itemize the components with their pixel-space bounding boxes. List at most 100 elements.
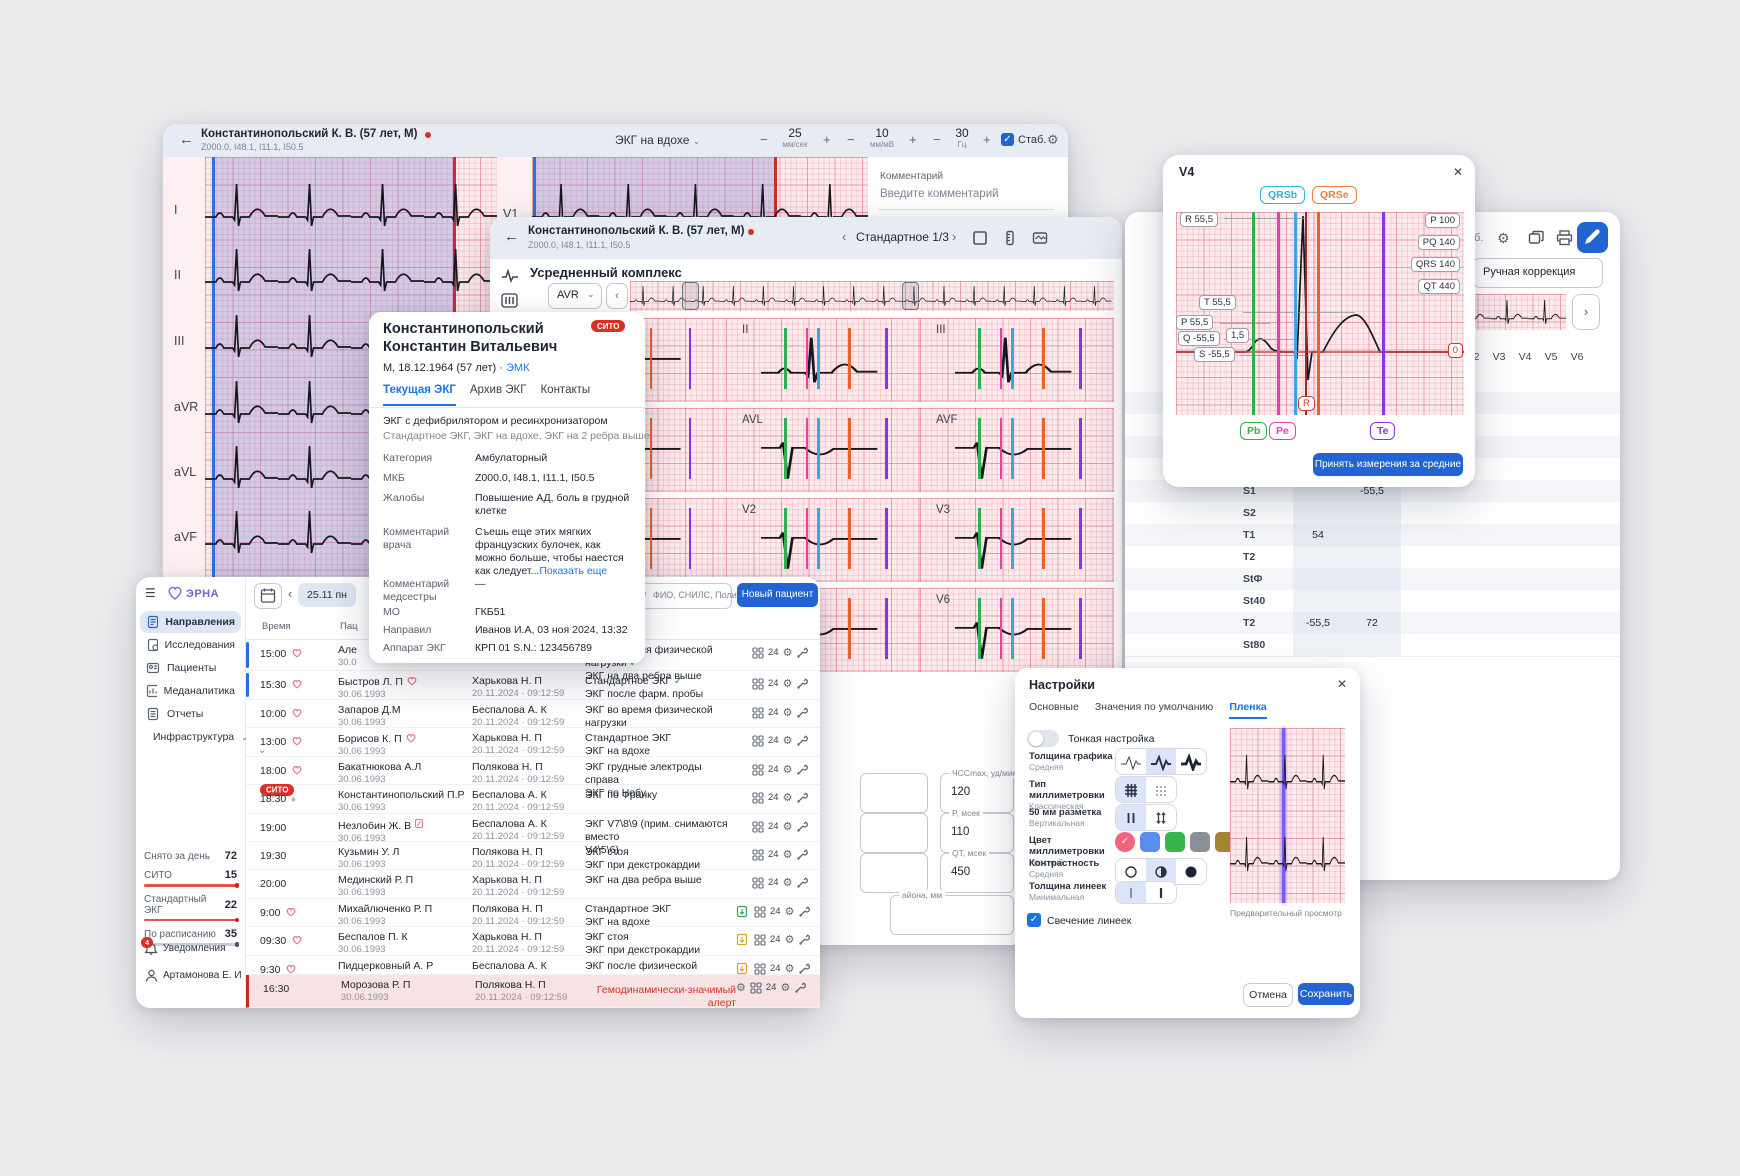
manual-correction-field[interactable]: Ручная коррекция: [1473, 258, 1603, 288]
color-swatch-3[interactable]: [1165, 832, 1185, 852]
schedule-row[interactable]: 9:30 Пидцерковный А. Р Беспалова А. К ЭКГ …: [246, 956, 820, 985]
print-icon[interactable]: [1556, 230, 1573, 246]
r-marker-chip[interactable]: R: [1298, 396, 1315, 411]
qrse-line[interactable]: [1317, 212, 1320, 415]
zero-badge[interactable]: 0: [1447, 343, 1463, 358]
gain-plus-button[interactable]: +: [909, 132, 917, 147]
schedule-row[interactable]: 19:00 Незлобин Ж. В 30.06.1993 Беспалова А…: [246, 814, 820, 856]
notifications-item[interactable]: 4 Уведомления: [141, 937, 240, 960]
p-dur-badge[interactable]: P 100: [1425, 213, 1460, 228]
table-row[interactable]: T2 -55,5 72: [1125, 612, 1620, 635]
cell-actions[interactable]: 24 ⚙: [736, 704, 820, 719]
qrs-dur-badge[interactable]: QRS 140: [1410, 257, 1460, 272]
avg-cell[interactable]: AVF: [920, 408, 1114, 492]
pe-marker-button[interactable]: Pe: [1269, 422, 1296, 440]
stab-checkbox[interactable]: ✓: [1001, 133, 1014, 146]
grid-color-control[interactable]: ✓: [1115, 832, 1235, 852]
fine-tune-toggle[interactable]: [1027, 730, 1059, 747]
field-clipped[interactable]: [860, 853, 928, 893]
cancel-button[interactable]: Отмена: [1243, 983, 1293, 1007]
default-value-field[interactable]: QT, мсек 450: [940, 848, 1014, 893]
cell-actions[interactable]: 24 ⚙: [736, 789, 820, 804]
cell-actions[interactable]: 24 ⚙: [736, 675, 820, 690]
accept-measurements-button[interactable]: Принять измерения за средние: [1313, 453, 1463, 476]
schedule-row[interactable]: 18:00 СИТО Бакатнюкова А.Л 30.06.1993 Поляк…: [246, 757, 820, 799]
user-item[interactable]: Артамонова Е. И: [144, 967, 242, 987]
back-icon[interactable]: ←: [504, 228, 519, 245]
card-tab-1[interactable]: Текущая ЭКГ: [383, 384, 456, 406]
calendar-button[interactable]: [254, 583, 282, 609]
avg-cell[interactable]: V6: [920, 588, 1114, 672]
collapse-icon[interactable]: ⌄: [258, 745, 267, 756]
search-input[interactable]: ⚙ ФИО, СНИЛС, Полис: [630, 583, 741, 609]
settings-tab-3[interactable]: Пленка: [1229, 701, 1267, 719]
table-row[interactable]: T1 54: [1125, 524, 1620, 547]
back-icon[interactable]: ←: [179, 131, 194, 148]
sidebar-item-2[interactable]: Исследования: [140, 634, 241, 656]
cell-actions[interactable]: 24 ⚙: [736, 846, 820, 861]
v4-grid[interactable]: R 55,5 T 55,5 P 55,5 1,5 Q -55,5 S -55,5…: [1176, 212, 1464, 415]
histogram-tool-icon[interactable]: [501, 293, 519, 309]
strip-prev-button[interactable]: ‹: [606, 283, 628, 309]
schedule-row[interactable]: 13:00 Борисов К. П 30.06.1993 Харькова Н.…: [246, 728, 820, 757]
color-swatch-4[interactable]: [1190, 832, 1210, 852]
emr-link[interactable]: ЭМК: [506, 362, 530, 374]
schedule-row[interactable]: 20:00 Мединский Р. П 30.06.1993 Харькова Н.…: [246, 870, 820, 899]
schedule-row[interactable]: 9:00 Михайлюченко Р. П 30.06.1993 Полякова…: [246, 899, 820, 928]
gain-minus-button[interactable]: −: [847, 132, 855, 147]
pe-line[interactable]: [1277, 212, 1280, 415]
close-icon[interactable]: ✕: [1337, 677, 1348, 691]
close-icon[interactable]: ✕: [1453, 165, 1464, 179]
pq-dur-badge[interactable]: PQ 140: [1417, 235, 1460, 250]
qrsb-button[interactable]: QRSb: [1260, 186, 1306, 204]
pb-marker-button[interactable]: Pb: [1240, 422, 1268, 440]
avg-cell[interactable]: II: [726, 318, 920, 402]
cell-actions[interactable]: 24 ⚙: [736, 732, 820, 747]
settings-tab-2[interactable]: Значения по умолчанию: [1094, 701, 1214, 713]
grid-type-control[interactable]: [1115, 776, 1177, 803]
freq-minus-button[interactable]: −: [933, 132, 941, 147]
default-value-field[interactable]: айона, мм: [890, 890, 1014, 935]
settings-tab-1[interactable]: Основные: [1029, 701, 1079, 713]
cell-actions[interactable]: ⚙ 24 ⚙: [736, 979, 820, 994]
cell-actions[interactable]: 24 ⚙: [736, 931, 820, 946]
p-amp-badge[interactable]: P 55,5: [1176, 315, 1214, 330]
schedule-row[interactable]: 09:30 Беспалов П. К 30.06.1993 Харькова Н.…: [246, 927, 820, 956]
export-image-icon[interactable]: [1032, 230, 1048, 246]
freq-plus-button[interactable]: +: [983, 132, 991, 147]
schedule-row[interactable]: 18:30 ● Константинопольский П.Р 30.06.1993…: [246, 785, 820, 814]
table-row[interactable]: T2: [1125, 546, 1620, 569]
lead-select[interactable]: AVR ⌄: [548, 283, 602, 309]
waveform-tool-icon[interactable]: [501, 269, 519, 283]
pager-prev-icon[interactable]: ‹: [842, 229, 847, 244]
te-line[interactable]: [1382, 212, 1385, 415]
schedule-row[interactable]: 15:30 Быстров Л. П 30.06.1993 Харькова Н.…: [246, 671, 820, 700]
field-clipped[interactable]: [860, 773, 928, 813]
ruler-icon[interactable]: [1002, 230, 1018, 246]
schedule-row[interactable]: 19:30 Кузьмин У. Л 30.06.1993 Полякова Н. П…: [246, 842, 820, 871]
table-row[interactable]: St80: [1125, 634, 1620, 657]
table-row[interactable]: StФ: [1125, 568, 1620, 591]
gear-icon[interactable]: ⚙: [1047, 132, 1059, 147]
t-amp-badge[interactable]: T 55,5: [1199, 295, 1236, 310]
contrast-control[interactable]: [1115, 858, 1207, 885]
avg-cell[interactable]: AVL: [726, 408, 920, 492]
save-button[interactable]: Сохранить: [1298, 983, 1354, 1005]
sidebar-item-5[interactable]: Отчеты: [140, 703, 241, 725]
cell-actions[interactable]: 24 ⚙: [736, 960, 820, 975]
avg-cell[interactable]: V3: [920, 498, 1114, 582]
qrsb-line[interactable]: [1294, 212, 1297, 415]
cell-actions[interactable]: 24 ⚙: [736, 903, 820, 918]
marking-50mm-control[interactable]: [1115, 804, 1177, 831]
date-prev-icon[interactable]: ‹: [288, 586, 293, 601]
q-amp-badge[interactable]: Q -55,5: [1178, 331, 1220, 346]
avg-cell[interactable]: III: [920, 318, 1114, 402]
default-value-field[interactable]: ЧССmax, уд/мин 120: [940, 768, 1021, 813]
frame-icon[interactable]: [972, 230, 988, 246]
selection-start-line[interactable]: [212, 157, 215, 580]
color-swatch-2[interactable]: [1140, 832, 1160, 852]
sidebar-item-1[interactable]: Направления: [140, 611, 241, 633]
field-clipped[interactable]: [860, 813, 928, 853]
beat-highlight[interactable]: [902, 282, 919, 310]
edit-pencil-button[interactable]: [1577, 222, 1608, 253]
